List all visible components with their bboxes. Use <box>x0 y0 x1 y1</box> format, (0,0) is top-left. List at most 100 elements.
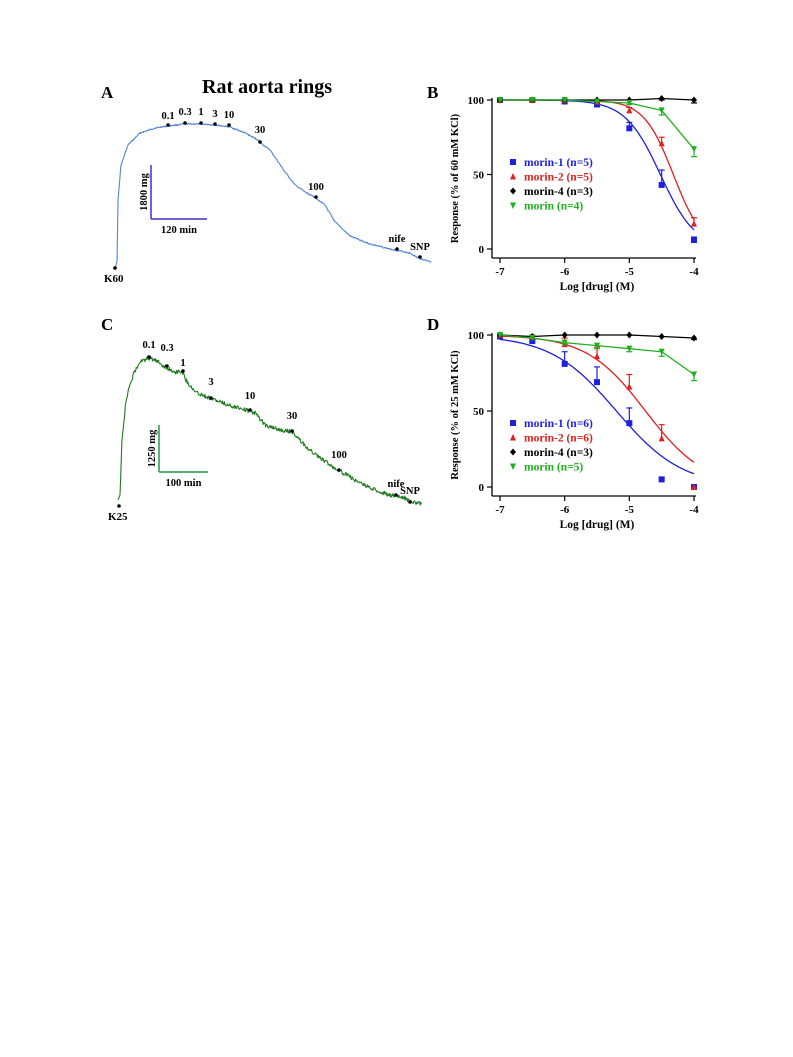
data-point <box>626 99 633 107</box>
addition-marker <box>258 140 262 144</box>
y-tick-label: 0 <box>479 244 485 256</box>
concentration-label: 100 <box>331 450 347 461</box>
data-point <box>626 106 633 114</box>
legend-label: morin-4 (n=3) <box>524 186 593 198</box>
data-point <box>529 335 536 342</box>
concentration-label: 3 <box>208 377 213 388</box>
data-point <box>561 331 568 339</box>
data-point <box>510 159 516 165</box>
legend-label: morin-4 (n=3) <box>524 447 593 459</box>
scale-bar-vertical-label: 1800 mg <box>139 172 150 210</box>
y-tick-label: 50 <box>473 170 485 182</box>
legend-entry: morin-4 (n=3) <box>510 447 593 459</box>
x-tick-label: -5 <box>625 504 635 516</box>
data-point <box>594 331 600 339</box>
concentration-label: 30 <box>287 411 298 422</box>
legend-label: morin (n=4) <box>524 201 583 213</box>
data-point <box>658 181 665 188</box>
data-point <box>594 342 600 350</box>
concentration-label: SNP <box>410 242 430 253</box>
x-tick-label: -6 <box>560 266 570 278</box>
x-tick-label: -7 <box>495 266 505 278</box>
addition-marker <box>227 123 231 127</box>
data-point <box>658 95 665 103</box>
addition-marker <box>147 355 151 359</box>
y-tick-label: 50 <box>473 406 485 418</box>
legend-entry: morin-4 (n=3) <box>510 186 593 198</box>
legend-entry: morin-1 (n=5) <box>510 157 593 169</box>
data-point <box>658 476 665 483</box>
addition-marker <box>337 468 341 472</box>
data-point <box>510 448 516 456</box>
chart-panel-d: -7 -6 -5 -4 0 50 100 Log [drug] (M) Response (% … <box>450 330 699 531</box>
addition-marker <box>290 429 294 433</box>
data-point <box>691 220 697 227</box>
addition-marker <box>213 122 217 126</box>
concentration-label: 0.3 <box>178 107 191 118</box>
data-point <box>691 96 697 104</box>
addition-marker <box>209 396 213 400</box>
data-point <box>691 371 697 379</box>
y-tick-label: 100 <box>468 95 485 107</box>
concentration-label: 0.1 <box>161 111 174 122</box>
scale-bar-vertical-label: 1250 mg <box>147 429 158 467</box>
x-tick-label: -4 <box>689 266 699 278</box>
legend-label: morin (n=5) <box>524 462 583 474</box>
x-tick-label: -4 <box>689 504 699 516</box>
data-point <box>561 97 568 104</box>
addition-marker <box>314 195 318 199</box>
legend-entry: morin-1 (n=6) <box>510 418 593 430</box>
legend-entry: morin (n=4) <box>510 201 583 213</box>
data-point <box>497 97 503 104</box>
x-tick-label: -6 <box>560 504 570 516</box>
data-point <box>626 331 633 339</box>
trace-panel-a: K60 0.1 0.3 1 3 10 30 100 nife SNP 1800 mg 120 min <box>104 107 432 285</box>
data-point <box>691 237 697 244</box>
data-point <box>497 332 503 339</box>
data-point <box>510 463 516 470</box>
addition-marker <box>166 123 170 127</box>
data-point <box>658 139 665 147</box>
data-point <box>626 345 633 353</box>
data-point <box>594 98 600 105</box>
start-label: K25 <box>108 511 128 523</box>
data-point <box>658 434 665 442</box>
panel-label-c: C <box>101 315 113 334</box>
data-point <box>510 434 516 441</box>
data-point <box>626 420 633 427</box>
concentration-label: 10 <box>245 391 256 402</box>
concentration-label: 0.3 <box>160 343 173 354</box>
data-point <box>594 379 600 386</box>
series-morin-4 <box>497 331 697 342</box>
scale-bar-horizontal-label: 100 min <box>166 478 202 489</box>
addition-marker <box>408 500 412 504</box>
x-tick-label: -5 <box>625 266 635 278</box>
addition-marker <box>181 369 185 373</box>
x-axis-label: Log [drug] (M) <box>560 281 635 293</box>
data-point <box>510 420 516 426</box>
legend-entry: morin (n=5) <box>510 462 583 474</box>
addition-marker <box>165 364 169 368</box>
y-tick-label: 0 <box>479 482 485 494</box>
data-point <box>594 352 600 360</box>
panel-label-d: D <box>427 315 439 334</box>
tension-trace <box>117 355 422 506</box>
data-point <box>529 97 536 104</box>
data-point <box>561 360 568 367</box>
addition-marker <box>183 121 187 125</box>
legend-label: morin-2 (n=6) <box>524 433 593 445</box>
legend-entry: morin-2 (n=6) <box>510 433 593 445</box>
series-morin-1 <box>497 97 697 244</box>
chart-panel-b: -7 -6 -5 -4 0 50 100 Log [drug] (M) Response (% … <box>450 95 699 293</box>
concentration-label: 0.1 <box>142 340 155 351</box>
data-point <box>658 107 665 114</box>
addition-marker <box>199 121 203 125</box>
legend-label: morin-1 (n=5) <box>524 157 593 169</box>
concentration-label: nife <box>388 479 405 490</box>
data-point <box>510 202 516 209</box>
start-label: K60 <box>104 273 124 285</box>
legend-label: morin-2 (n=5) <box>524 172 593 184</box>
data-point <box>561 339 568 347</box>
start-marker <box>113 266 117 270</box>
